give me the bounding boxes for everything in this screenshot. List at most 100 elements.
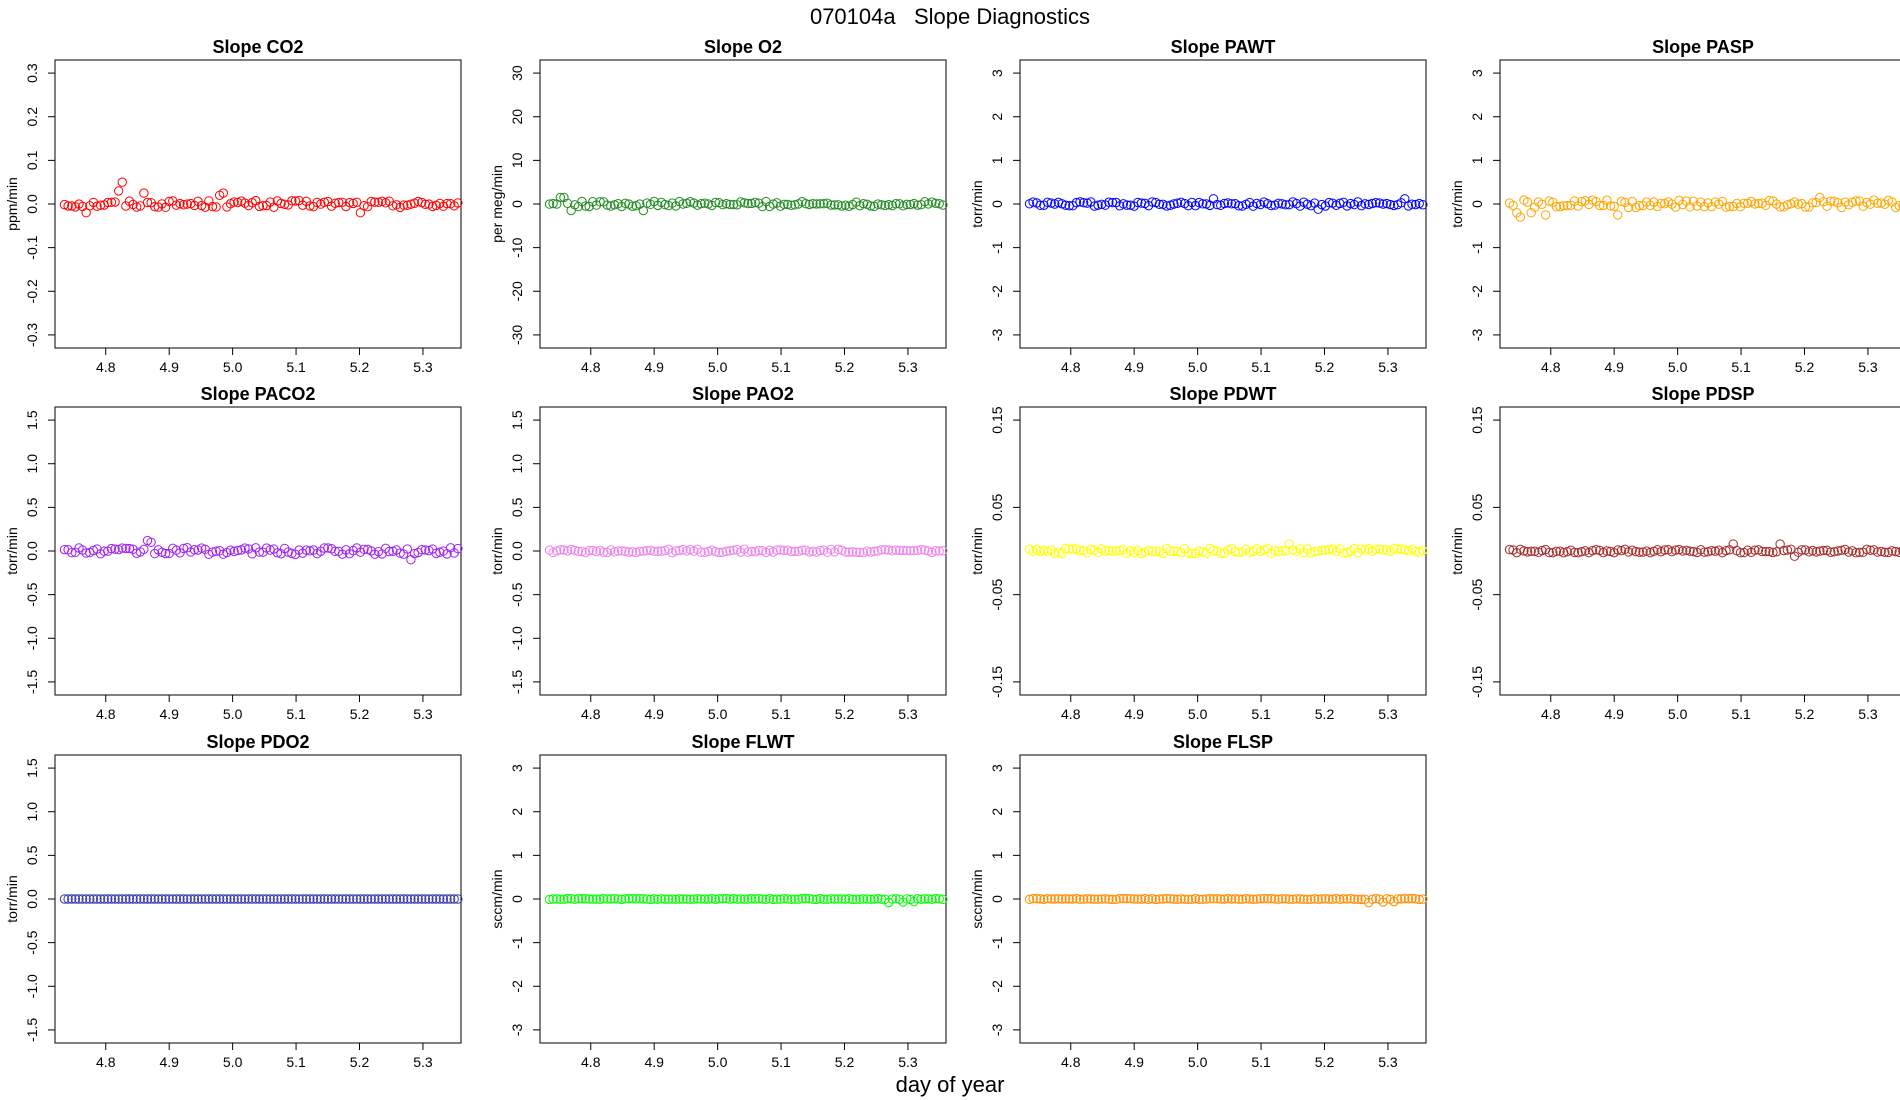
data-point [1396, 544, 1406, 554]
data-point [157, 199, 167, 209]
data-point [85, 894, 95, 904]
panel-slope-co2: Slope CO2 -0.3 -0.2 -0.1 0.0 0.1 0.2 0.3 ppm/min… [4, 37, 463, 375]
x-tick-label: 5.3 [898, 1054, 918, 1070]
data-point [1688, 196, 1699, 206]
y-tick-label: -1.5 [509, 670, 525, 694]
data-point [649, 546, 659, 556]
data-point [406, 894, 416, 904]
data-point [330, 198, 340, 208]
y-tick-label: -2 [1469, 285, 1485, 298]
data-point [1219, 198, 1230, 209]
data-point [555, 545, 566, 555]
data-point [204, 894, 214, 904]
panel-slope-pdo2: Slope PDO2 -1.5 -1.0 -0.5 0.0 0.5 1.0 1.5 torr/m… [4, 732, 463, 1070]
data-point [420, 545, 431, 555]
x-tick-label: 4.8 [581, 359, 601, 375]
data-point [135, 894, 145, 904]
data-point [81, 894, 91, 904]
data-point [1151, 894, 1161, 905]
data-point [801, 199, 811, 209]
data-point [1104, 894, 1114, 904]
data-point [1703, 547, 1713, 557]
y-tick-label: 0.0 [24, 889, 40, 909]
data-point [178, 894, 189, 904]
data-point [779, 894, 789, 904]
data-point [1208, 894, 1219, 904]
data-point [815, 893, 825, 904]
data-point [1060, 543, 1071, 554]
data-point [124, 543, 135, 554]
data-point [1410, 547, 1421, 557]
data-point [1143, 545, 1154, 556]
data-point [1779, 545, 1789, 556]
y-tick-label: 0.15 [1469, 406, 1485, 433]
y-tick-label: 1 [989, 156, 1005, 164]
data-point [214, 545, 225, 556]
data-point [1645, 200, 1655, 211]
data-point [1825, 196, 1836, 206]
data-point [391, 894, 402, 904]
data-point [196, 894, 207, 904]
data-point [1750, 545, 1760, 555]
data-point [1761, 200, 1771, 211]
data-point [1757, 546, 1767, 557]
data-point [1880, 547, 1890, 558]
data-point [573, 894, 584, 904]
data-point [95, 894, 106, 904]
data-point [555, 894, 566, 905]
y-tick-label: -1 [989, 241, 1005, 254]
data-point [1154, 894, 1165, 904]
data-point [269, 894, 279, 904]
plot-frame [1499, 406, 1900, 696]
x-tick-label: 4.8 [1061, 706, 1081, 722]
data-point [1775, 202, 1785, 212]
data-point [160, 894, 171, 904]
data-point [562, 198, 573, 208]
data-point [595, 894, 605, 904]
y-tick-label: 1.5 [509, 410, 525, 430]
x-tick-label: 5.1 [771, 706, 791, 722]
data-point [1327, 894, 1338, 904]
data-point [678, 199, 688, 209]
data-point [1057, 894, 1067, 904]
data-point [649, 894, 659, 904]
data-point [930, 545, 941, 556]
data-point [406, 555, 416, 565]
data-point [110, 197, 120, 207]
data-point [1046, 894, 1056, 904]
panel-title: Slope PDWT [1170, 384, 1277, 404]
data-point [862, 546, 872, 556]
y-tick-label: 3 [509, 764, 525, 772]
data-point [750, 197, 760, 208]
data-point [1281, 894, 1291, 904]
data-point [927, 197, 937, 207]
x-tick-label: 4.8 [96, 706, 116, 722]
data-point [236, 894, 247, 904]
data-point [1764, 546, 1775, 557]
data-point [1515, 212, 1526, 222]
y-tick-label: 10 [509, 152, 525, 168]
data-point [395, 894, 405, 904]
data-point [743, 198, 753, 209]
data-point [1331, 893, 1341, 904]
y-tick-label: 1.0 [24, 454, 40, 474]
data-point [1060, 200, 1071, 210]
data-point [718, 893, 728, 904]
data-point [193, 894, 203, 904]
panel-slope-flsp: Slope FLSP -3 -2 -1 0 1 2 3 sccm/min 4.8 4.9 5.0 5.1… [969, 732, 1428, 1070]
data-point [1522, 547, 1533, 557]
data-point [251, 894, 261, 904]
data-point [653, 546, 663, 556]
data-point [1306, 894, 1316, 905]
data-point [555, 192, 566, 203]
data-point [131, 202, 142, 212]
x-tick-label: 4.8 [1061, 1054, 1081, 1070]
data-point [287, 894, 297, 904]
data-point [1234, 201, 1244, 211]
data-point [1392, 544, 1403, 554]
x-tick-label: 4.8 [1061, 359, 1081, 375]
y-tick-label: -0.2 [24, 279, 40, 303]
data-point [67, 894, 77, 904]
panel-slope-pawt: Slope PAWT -3 -2 -1 0 1 2 3 torr/min 4.8 4.9 5.0 5.1… [969, 37, 1428, 375]
x-tick-label: 5.1 [286, 706, 306, 722]
